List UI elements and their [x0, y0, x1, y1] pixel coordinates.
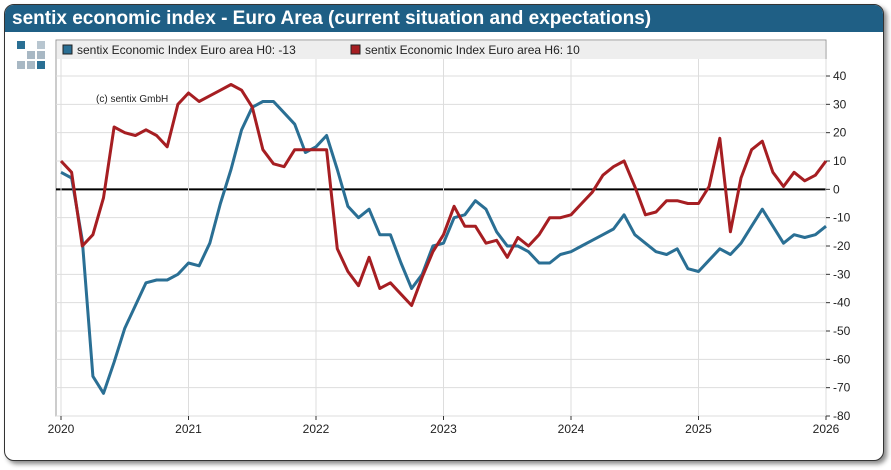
y-tick-label: 0	[833, 182, 840, 196]
y-tick-label: 20	[833, 126, 847, 140]
y-tick-label: -60	[833, 352, 851, 366]
legend-label-h6: sentix Economic Index Euro area H6: 10	[365, 43, 580, 57]
y-tick-label: -50	[833, 324, 851, 338]
copyright-note: (c) sentix GmbH	[96, 94, 168, 105]
x-tick-label: 2023	[430, 422, 457, 436]
y-tick-label: -30	[833, 267, 851, 281]
y-tick-label: -80	[833, 409, 851, 423]
y-tick-label: 10	[833, 154, 847, 168]
series-line-h6	[59, 83, 828, 307]
legend-swatch-h6	[350, 44, 361, 55]
x-tick-label: 2025	[685, 422, 712, 436]
sentix-logo-icon	[17, 41, 45, 69]
legend-swatch-h0	[62, 44, 73, 55]
y-tick-label: -10	[833, 211, 851, 225]
legend: sentix Economic Index Euro area H0: -13 …	[62, 43, 580, 57]
series-line-h0	[60, 100, 827, 395]
x-tick-label: 2020	[48, 422, 75, 436]
y-tick-label: 40	[833, 69, 847, 83]
x-tick-label: 2026	[813, 422, 840, 436]
x-tick-label: 2024	[558, 422, 585, 436]
plot-area	[55, 39, 827, 417]
y-tick-label: -70	[833, 381, 851, 395]
legend-band	[57, 41, 825, 59]
x-tick-label: 2022	[303, 422, 330, 436]
chart-title: sentix economic index - Euro Area (curre…	[5, 5, 883, 32]
y-tick-label: -40	[833, 296, 851, 310]
legend-label-h0: sentix Economic Index Euro area H0: -13	[77, 43, 296, 57]
y-tick-label: -20	[833, 239, 851, 253]
x-tick-label: 2021	[175, 422, 202, 436]
y-tick-label: 30	[833, 97, 847, 111]
